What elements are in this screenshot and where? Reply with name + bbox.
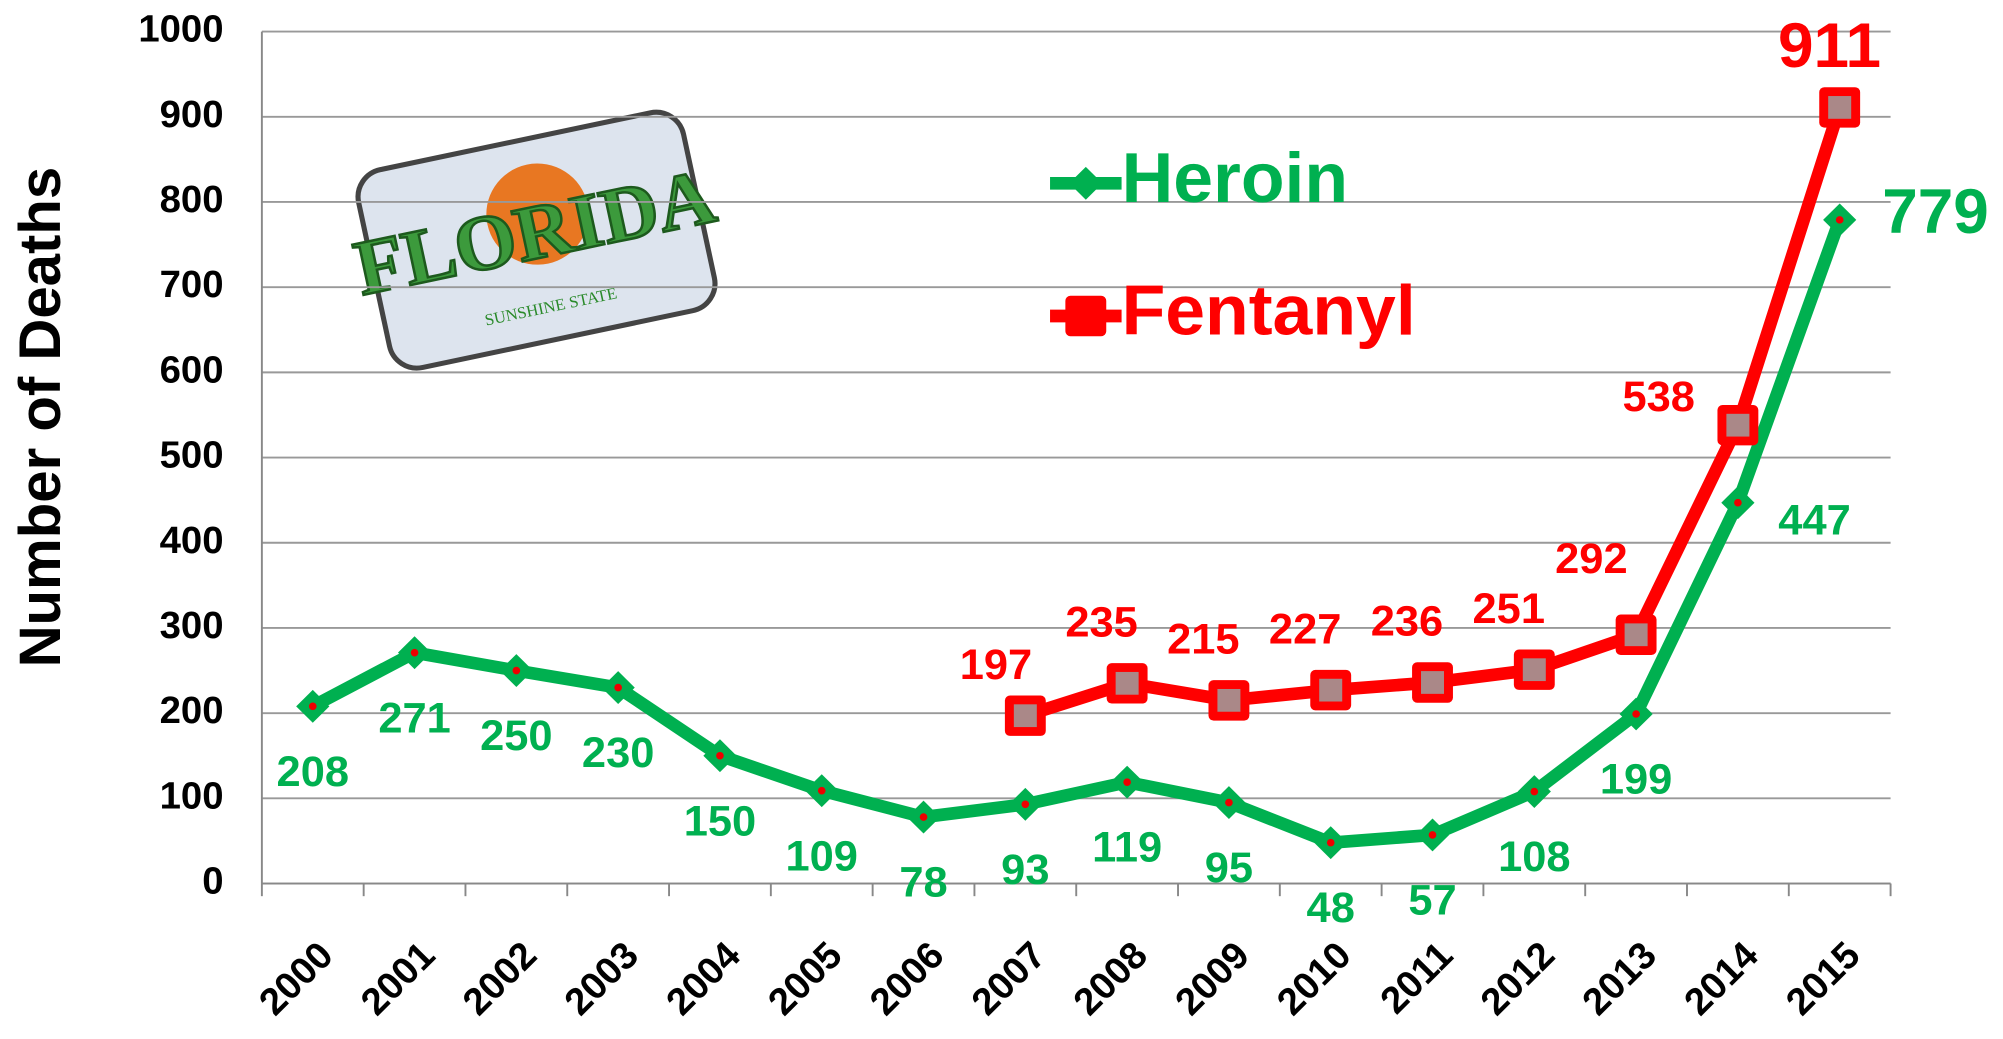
data-label: 78 [899,859,947,907]
data-label: 292 [1555,535,1627,583]
data-label: 215 [1167,616,1239,664]
marker-center [1835,216,1844,224]
y-axis-label: Number of Deaths [8,167,73,668]
series-line [309,217,1846,849]
data-label: 93 [1001,846,1049,894]
marker-center [1115,671,1139,695]
data-label: 108 [1498,833,1570,881]
marker-center [1123,778,1131,786]
marker-center [1624,623,1648,647]
marker-center [1421,671,1445,694]
data-label: 227 [1269,606,1341,654]
x-tick-label: 2003 [556,934,647,1024]
data-label: 779 [1882,176,1989,247]
data-label: 235 [1065,599,1137,647]
marker-center [410,648,419,657]
marker-center [919,813,928,821]
marker-center [1319,678,1343,702]
x-tick-label: 2010 [1269,934,1360,1024]
marker-center [1828,96,1852,119]
marker-center [1734,498,1742,507]
y-tick-label: 300 [160,604,224,647]
x-tick-label: 2008 [1065,934,1156,1024]
data-label: 911 [1778,11,1881,82]
x-tick-label: 2014 [1676,934,1767,1024]
y-tick-label: 900 [160,93,224,136]
legend-marker [1069,166,1103,200]
license-plate: FLORIDA SUNSHINE STATE [346,109,724,371]
x-tick-label: 2007 [963,934,1054,1024]
data-label: 208 [277,748,349,796]
x-tick-label: 2013 [1574,934,1665,1024]
data-label: 271 [378,694,450,742]
x-tick-label: 2011 [1372,934,1461,1022]
x-tick-label: 2004 [658,934,749,1024]
data-label: 57 [1408,877,1456,925]
x-tick-label: 2002 [454,934,545,1024]
data-label: 48 [1307,884,1355,932]
x-tick-label: 2012 [1472,934,1563,1024]
marker-center [1326,838,1335,847]
data-label: 251 [1473,585,1545,633]
legend-marker [1065,295,1107,337]
x-tick-label: 2005 [760,934,851,1024]
data-label: 197 [960,641,1032,689]
data-label: 199 [1600,756,1672,804]
y-tick-label: 100 [160,775,224,818]
y-tick-label: 400 [160,519,224,562]
x-tick-label: 2015 [1778,934,1869,1024]
legend-label: Heroin [1122,139,1349,218]
data-label: 150 [684,798,756,846]
marker-center [308,702,317,711]
data-label: 119 [1092,824,1162,872]
marker-center [1021,800,1030,809]
data-label: 250 [480,712,552,760]
x-tick-label: 2006 [862,934,953,1024]
y-tick-label: 800 [160,178,224,221]
x-tick-label: 2000 [251,934,342,1024]
orange [486,163,589,265]
marker-center [716,751,724,760]
y-tick-label: 500 [160,434,224,477]
data-label: 538 [1622,373,1694,421]
x-tick-label: 2001 [353,934,444,1024]
y-tick-label: 0 [202,860,223,903]
marker-center [1225,798,1233,807]
y-tick-label: 600 [160,349,224,392]
marker-center [817,786,826,795]
marker-center [512,666,521,675]
marker-center [1530,787,1539,796]
x-tick-label: 2009 [1167,934,1258,1024]
legend-label: Fentanyl [1122,272,1416,351]
y-tick-label: 200 [160,689,224,732]
marker-center [1726,413,1750,437]
data-label: 230 [582,729,654,777]
marker-center [614,683,622,692]
marker-center [1428,831,1437,839]
marker-center [1522,658,1546,682]
data-label: 95 [1205,844,1253,892]
y-tick-label: 1000 [138,8,223,51]
marker-center [1217,688,1241,712]
y-tick-label: 700 [160,263,224,306]
data-label: 447 [1778,496,1850,544]
data-label: 236 [1371,598,1443,646]
marker-center [1013,704,1037,728]
data-label: 109 [786,832,858,880]
marker-center [1632,710,1640,718]
